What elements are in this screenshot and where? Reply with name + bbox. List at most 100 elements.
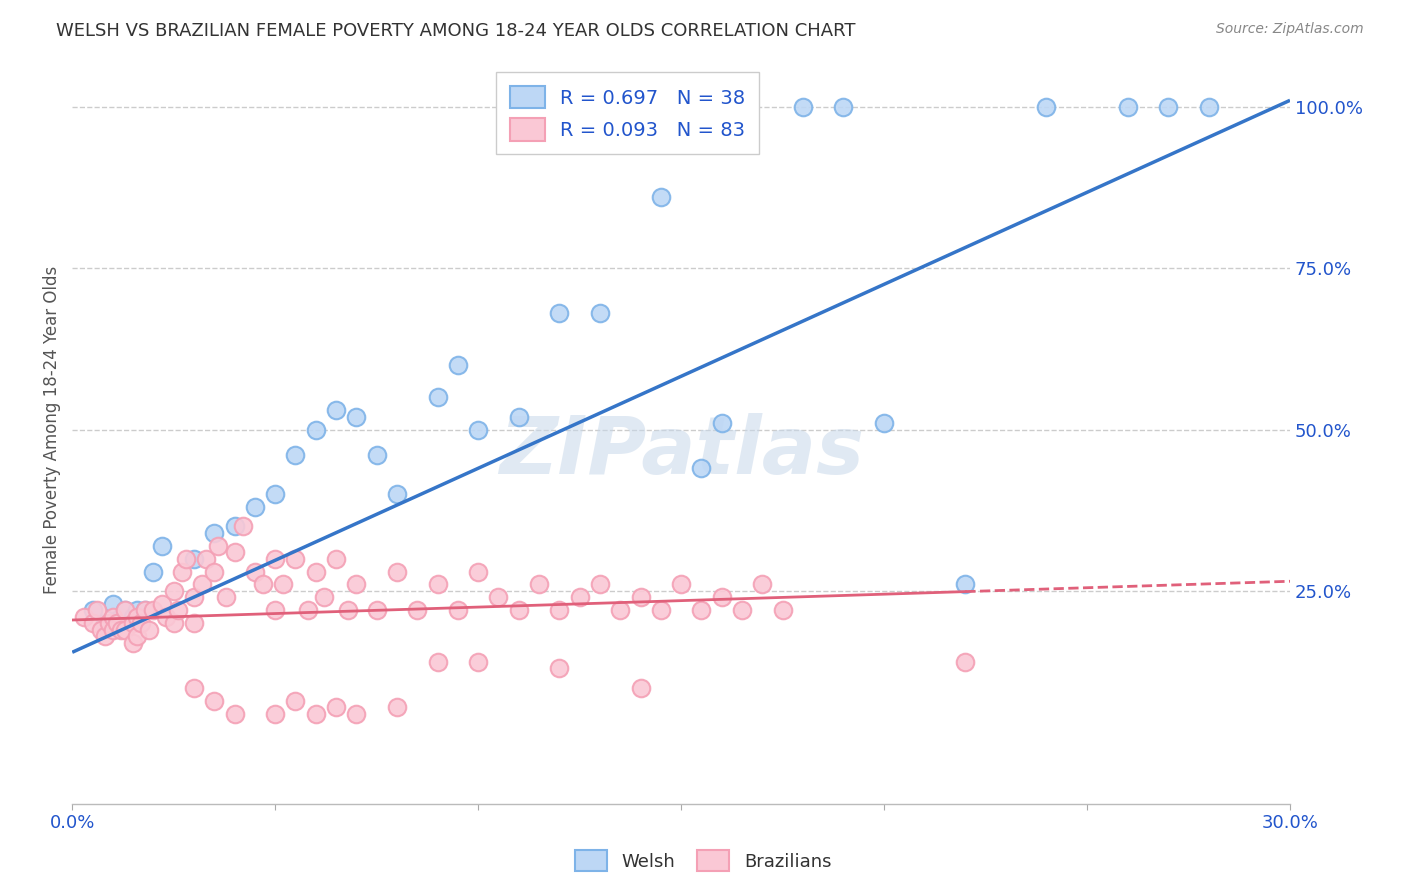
- Point: [609, 603, 631, 617]
- Point: [105, 616, 128, 631]
- Point: [101, 623, 124, 637]
- Point: [751, 577, 773, 591]
- Point: [138, 623, 160, 637]
- Point: [832, 100, 855, 114]
- Point: [207, 539, 229, 553]
- Point: [101, 609, 124, 624]
- Point: [426, 577, 449, 591]
- Point: [385, 700, 408, 714]
- Point: [710, 591, 733, 605]
- Point: [284, 694, 307, 708]
- Point: [955, 577, 977, 591]
- Point: [224, 706, 246, 721]
- Point: [264, 603, 287, 617]
- Point: [215, 591, 238, 605]
- Point: [366, 603, 388, 617]
- Point: [284, 449, 307, 463]
- Point: [305, 423, 328, 437]
- Point: [406, 603, 429, 617]
- Point: [122, 609, 145, 624]
- Point: [195, 551, 218, 566]
- Point: [873, 416, 896, 430]
- Point: [110, 609, 132, 624]
- Point: [232, 519, 254, 533]
- Point: [122, 616, 145, 631]
- Point: [1035, 100, 1057, 114]
- Point: [90, 623, 112, 637]
- Point: [385, 487, 408, 501]
- Point: [142, 603, 165, 617]
- Point: [426, 390, 449, 404]
- Point: [508, 603, 530, 617]
- Point: [73, 609, 96, 624]
- Point: [93, 629, 115, 643]
- Point: [772, 603, 794, 617]
- Point: [150, 597, 173, 611]
- Point: [508, 409, 530, 424]
- Point: [127, 603, 149, 617]
- Point: [305, 706, 328, 721]
- Point: [114, 623, 136, 637]
- Point: [1116, 100, 1139, 114]
- Point: [337, 603, 360, 617]
- Point: [224, 545, 246, 559]
- Point: [548, 661, 571, 675]
- Point: [325, 700, 347, 714]
- Point: [82, 603, 104, 617]
- Point: [344, 409, 367, 424]
- Point: [264, 487, 287, 501]
- Point: [792, 100, 814, 114]
- Point: [710, 416, 733, 430]
- Point: [731, 603, 754, 617]
- Point: [305, 565, 328, 579]
- Point: [142, 565, 165, 579]
- Point: [224, 519, 246, 533]
- Point: [110, 623, 132, 637]
- Point: [589, 306, 612, 320]
- Point: [93, 616, 115, 631]
- Point: [690, 461, 713, 475]
- Point: [174, 551, 197, 566]
- Point: [690, 603, 713, 617]
- Point: [134, 603, 156, 617]
- Point: [273, 577, 295, 591]
- Point: [122, 635, 145, 649]
- Point: [264, 551, 287, 566]
- Point: [548, 306, 571, 320]
- Point: [252, 577, 274, 591]
- Point: [170, 565, 193, 579]
- Point: [385, 565, 408, 579]
- Legend: R = 0.697   N = 38, R = 0.093   N = 83: R = 0.697 N = 38, R = 0.093 N = 83: [496, 72, 759, 154]
- Point: [325, 551, 347, 566]
- Point: [114, 603, 136, 617]
- Point: [202, 525, 225, 540]
- Point: [101, 597, 124, 611]
- Point: [630, 591, 652, 605]
- Point: [488, 591, 510, 605]
- Point: [202, 694, 225, 708]
- Point: [86, 603, 108, 617]
- Point: [312, 591, 335, 605]
- Text: ZIPatlas: ZIPatlas: [499, 413, 863, 491]
- Point: [589, 577, 612, 591]
- Point: [344, 577, 367, 591]
- Point: [114, 603, 136, 617]
- Legend: Welsh, Brazilians: Welsh, Brazilians: [568, 843, 838, 879]
- Point: [568, 591, 591, 605]
- Point: [630, 681, 652, 695]
- Point: [650, 603, 672, 617]
- Point: [1198, 100, 1220, 114]
- Point: [669, 577, 692, 591]
- Point: [426, 655, 449, 669]
- Point: [527, 577, 550, 591]
- Point: [344, 706, 367, 721]
- Point: [166, 603, 188, 617]
- Point: [129, 616, 152, 631]
- Point: [183, 681, 205, 695]
- Point: [127, 629, 149, 643]
- Point: [297, 603, 319, 617]
- Point: [202, 565, 225, 579]
- Point: [467, 423, 489, 437]
- Point: [150, 539, 173, 553]
- Point: [955, 655, 977, 669]
